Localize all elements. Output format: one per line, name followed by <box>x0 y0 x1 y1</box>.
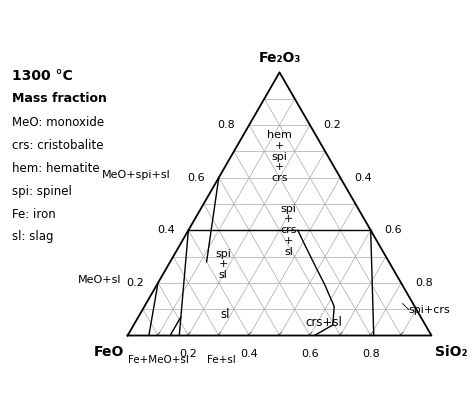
Text: 0.4: 0.4 <box>240 349 258 359</box>
Text: spi
+
sl: spi + sl <box>215 249 231 280</box>
Text: 0.6: 0.6 <box>384 225 402 235</box>
Text: hem: hematite: hem: hematite <box>12 162 100 175</box>
Text: spi: spinel: spi: spinel <box>12 185 72 198</box>
Text: spi
+
crs
+
sl: spi + crs + sl <box>281 203 297 257</box>
Text: SiO₂: SiO₂ <box>435 344 467 359</box>
Text: 0.8: 0.8 <box>218 120 236 130</box>
Text: 0.2: 0.2 <box>324 120 341 130</box>
Text: MeO: monoxide: MeO: monoxide <box>12 116 104 129</box>
Text: 0.8: 0.8 <box>415 278 432 288</box>
Text: 0.8: 0.8 <box>362 349 380 359</box>
Text: MeO+sl: MeO+sl <box>78 275 121 285</box>
Text: 0.2: 0.2 <box>180 349 197 359</box>
Text: spi+crs: spi+crs <box>409 304 450 314</box>
Text: 0.6: 0.6 <box>301 349 319 359</box>
Text: FeO: FeO <box>94 344 125 359</box>
Text: Fe+sl: Fe+sl <box>208 355 236 365</box>
Text: 0.6: 0.6 <box>188 173 205 183</box>
Text: 0.2: 0.2 <box>127 278 144 288</box>
Text: Fe: iron: Fe: iron <box>12 208 56 221</box>
Text: crs+sl: crs+sl <box>305 316 342 329</box>
Text: sl: slag: sl: slag <box>12 230 54 244</box>
Text: Mass fraction: Mass fraction <box>12 92 107 105</box>
Text: MeO+spi+sl: MeO+spi+sl <box>101 170 170 180</box>
Text: Fe+MeO+sl: Fe+MeO+sl <box>128 355 189 365</box>
Text: sl: sl <box>220 308 229 321</box>
Text: 0.4: 0.4 <box>354 173 372 183</box>
Text: 1300 °C: 1300 °C <box>12 69 73 83</box>
Text: 0.4: 0.4 <box>157 225 175 235</box>
Text: Fe₂O₃: Fe₂O₃ <box>258 51 301 65</box>
Text: crs: cristobalite: crs: cristobalite <box>12 139 104 152</box>
Text: hem
+
spi
+
crs: hem + spi + crs <box>267 130 292 183</box>
